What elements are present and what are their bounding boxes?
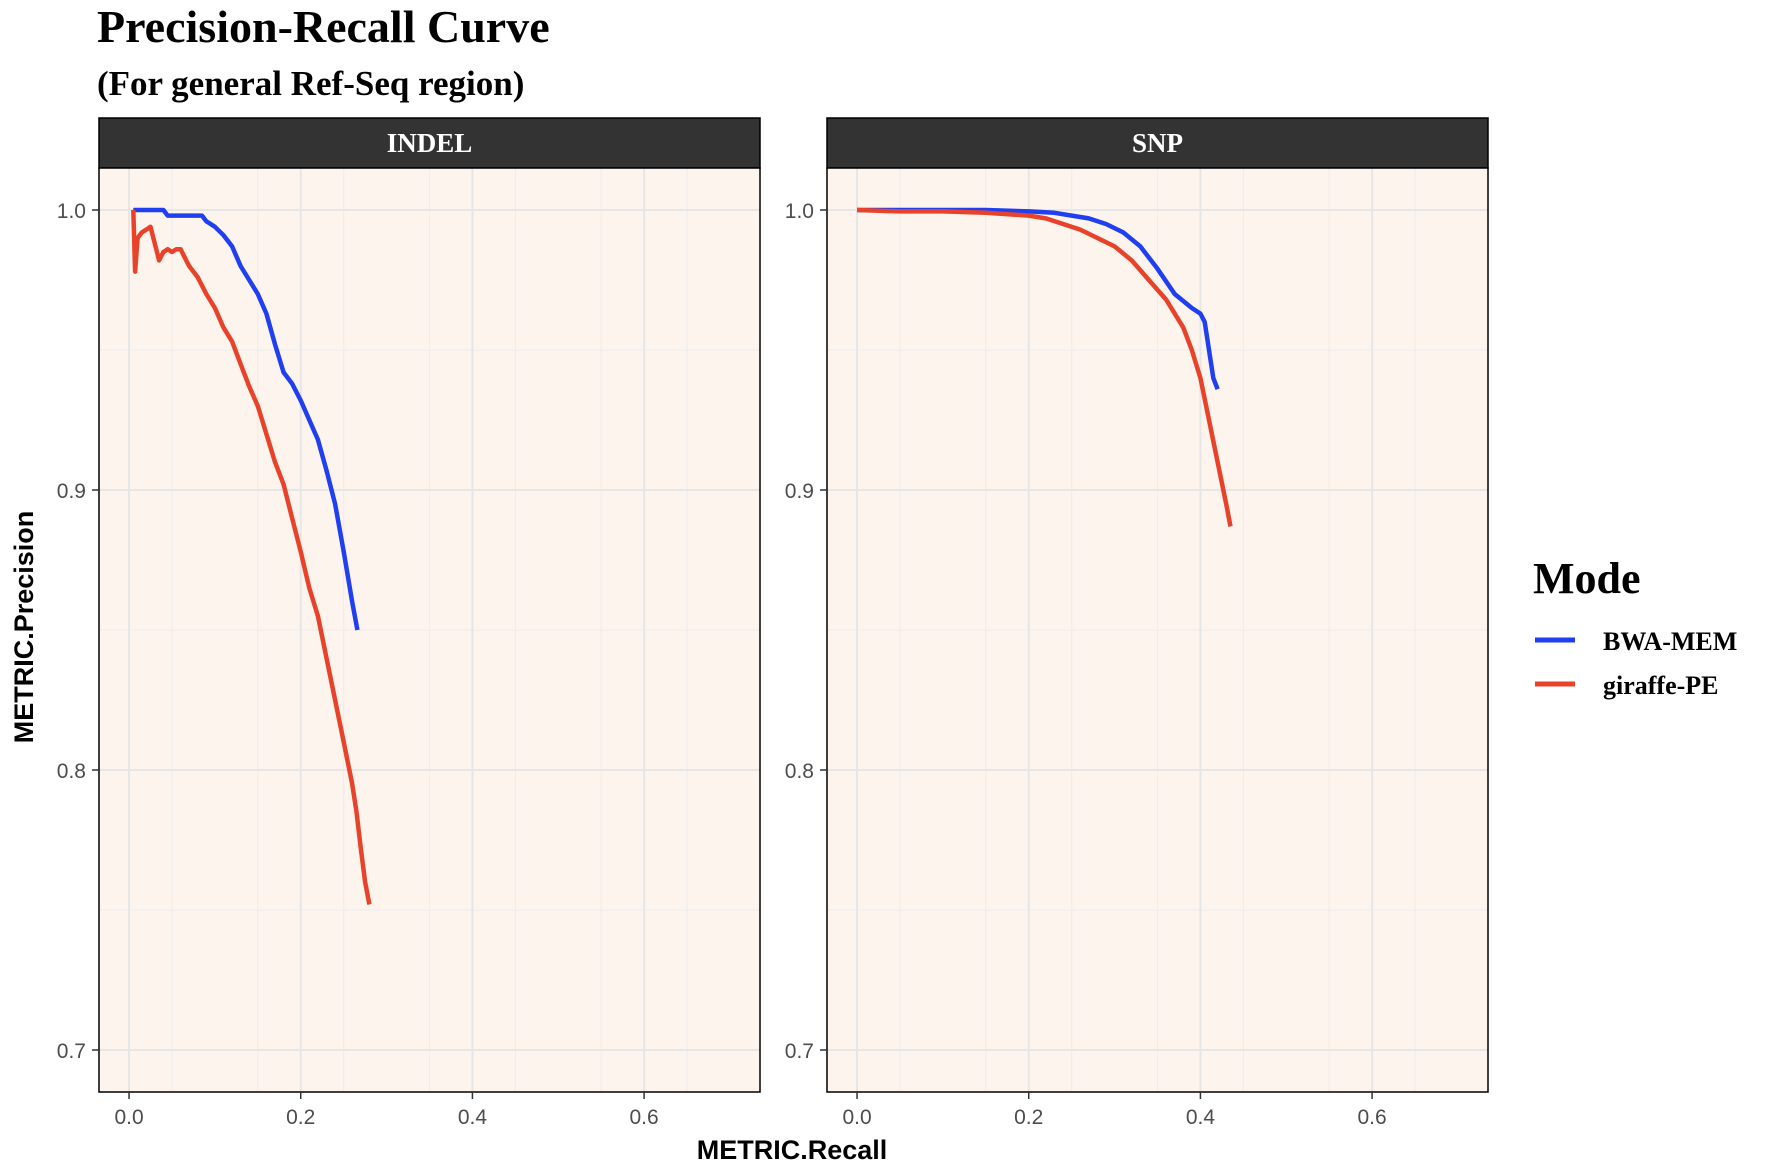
- y-tick-label: 0.8: [57, 760, 86, 783]
- panel-indel: INDEL 0.0 0.2 0.4 0.6 0.7 0.8 0.9 1.0: [57, 117, 761, 1129]
- legend: Mode BWA-MEM giraffe-PE: [1533, 554, 1737, 700]
- x-tick-label: 0.0: [842, 1106, 871, 1129]
- strip-indel: [98, 117, 761, 169]
- x-tick-label: 0.6: [1358, 1106, 1387, 1129]
- y-tick-label: 0.9: [785, 480, 814, 503]
- y-tick-label: 1.0: [785, 200, 814, 223]
- x-tick-label: 0.4: [1186, 1106, 1216, 1129]
- x-tick-label: 0.2: [286, 1106, 315, 1129]
- series-line-indel-bwa-mem: [133, 207, 360, 631]
- y-tick-label: 0.9: [57, 480, 86, 503]
- series-line-snp-giraffe-pe: [856, 207, 1233, 527]
- legend-title: Mode: [1533, 554, 1641, 603]
- series-line-indel-giraffe-pe: [131, 209, 372, 905]
- series-line-snp-bwa-mem: [857, 207, 1220, 391]
- chart-subtitle: (For general Ref-Seq region): [97, 64, 524, 103]
- strip-label-indel: INDEL: [387, 128, 473, 158]
- x-tick-label: 0.2: [1014, 1106, 1043, 1129]
- y-tick-label: 0.8: [785, 760, 814, 783]
- y-axis-title: METRIC.Precision: [9, 511, 39, 744]
- x-tick-label: 0.0: [114, 1106, 143, 1129]
- chart-title: Precision-Recall Curve: [97, 1, 550, 52]
- x-tick-label: 0.4: [458, 1106, 488, 1129]
- y-tick-label: 1.0: [57, 200, 86, 223]
- y-tick-label: 0.7: [57, 1040, 86, 1063]
- x-tick-label: 0.6: [630, 1106, 659, 1129]
- strip-label-snp: SNP: [1132, 128, 1183, 158]
- panel-border-indel: [98, 167, 761, 1093]
- legend-label-bwa-mem: BWA-MEM: [1603, 627, 1737, 656]
- legend-label-giraffe-pe: giraffe-PE: [1603, 671, 1719, 700]
- x-axis-title: METRIC.Recall: [697, 1135, 888, 1165]
- panel-border-snp: [826, 167, 1489, 1093]
- panel-snp: SNP 0.0 0.2 0.4 0.6 0.7 0.8 0.9 1.0: [785, 117, 1489, 1129]
- y-tick-label: 0.7: [785, 1040, 814, 1063]
